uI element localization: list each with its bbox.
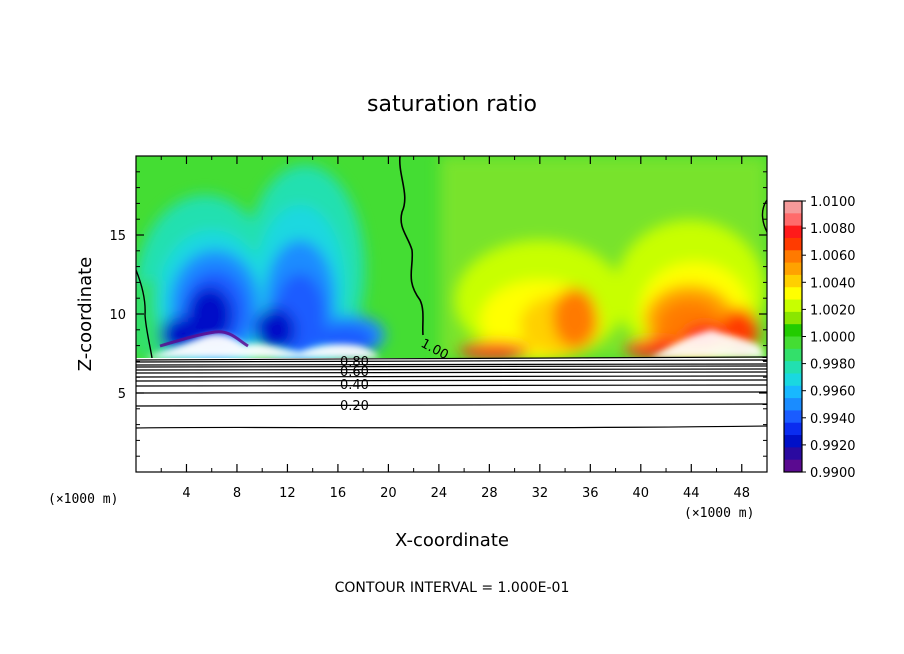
contour-label: 0.20 bbox=[340, 399, 369, 414]
dry-region bbox=[136, 165, 385, 358]
white-patches bbox=[145, 330, 765, 358]
contour-label: 0.80 bbox=[340, 355, 369, 370]
colorbar-swatch bbox=[784, 348, 802, 362]
colorbar-swatch bbox=[784, 373, 802, 387]
colorbar-swatch bbox=[784, 385, 802, 399]
colorbar-label: 1.0060 bbox=[810, 249, 856, 264]
y-axis-ticks: 5 10 15 bbox=[109, 171, 767, 457]
contour-lines bbox=[135, 356, 768, 429]
colorbar-swatch bbox=[784, 459, 802, 473]
colorbar-swatch bbox=[784, 447, 802, 461]
x-axis-ticks: 4 8 12 16 20 24 28 32 36 40 44 48 bbox=[160, 156, 750, 501]
colorbar-label: 1.0020 bbox=[810, 303, 856, 318]
colorbar bbox=[783, 200, 803, 473]
colorbar-label: 1.0040 bbox=[810, 276, 856, 291]
colorbar-swatch bbox=[784, 299, 802, 313]
x-tick-label: 36 bbox=[582, 486, 599, 501]
x-tick-label: 40 bbox=[633, 486, 650, 501]
colorbar-swatch bbox=[784, 213, 802, 227]
colorbar-label: 0.9920 bbox=[810, 439, 856, 454]
colorbar-label: 0.9900 bbox=[810, 466, 856, 481]
colorbar-label: 0.9940 bbox=[810, 412, 856, 427]
y-tick-label: 10 bbox=[109, 308, 126, 323]
contour-1-00-right bbox=[761, 199, 767, 233]
colorbar-swatch bbox=[784, 201, 802, 214]
colorbar-swatch bbox=[784, 262, 802, 276]
x-tick-label: 44 bbox=[683, 486, 700, 501]
x-tick-label: 8 bbox=[233, 486, 241, 501]
colorbar-swatch bbox=[784, 435, 802, 448]
contour-interval-note: CONTOUR INTERVAL = 1.000E-01 bbox=[335, 580, 570, 596]
colorbar-swatch bbox=[784, 361, 802, 374]
x-tick-label: 24 bbox=[431, 486, 448, 501]
moist-region bbox=[455, 220, 765, 358]
x-tick-label: 48 bbox=[733, 486, 750, 501]
heatmap-field bbox=[136, 156, 767, 358]
colorbar-label: 1.0080 bbox=[810, 222, 856, 237]
contour-1-00-left bbox=[136, 269, 153, 358]
colorbar-swatch bbox=[784, 225, 802, 239]
x-tick-label: 32 bbox=[532, 486, 549, 501]
y-tick-label: 5 bbox=[118, 387, 126, 402]
y-unit-label: (×1000 m) bbox=[48, 492, 118, 507]
x-tick-label: 20 bbox=[380, 486, 397, 501]
x-tick-label: 4 bbox=[182, 486, 190, 501]
colorbar-swatch bbox=[784, 287, 802, 301]
colorbar-label: 0.9980 bbox=[810, 358, 856, 373]
colorbar-swatch bbox=[784, 398, 802, 411]
x-tick-label: 12 bbox=[279, 486, 296, 501]
colorbar-swatch bbox=[784, 324, 802, 337]
contour-1-00-main bbox=[399, 156, 424, 336]
colorbar-swatch bbox=[784, 250, 802, 264]
colorbar-label: 1.0100 bbox=[810, 195, 856, 210]
colorbar-swatch bbox=[784, 237, 802, 251]
colorbar-swatch bbox=[784, 422, 802, 436]
colorbar-labels: 1.0100 1.0080 1.0060 1.0040 1.0020 1.0000 0.99… bbox=[802, 195, 856, 481]
x-unit-label: (×1000 m) bbox=[684, 506, 754, 521]
contour-labels: 1.00 0.80 0.60 0.40 0.20 bbox=[340, 336, 451, 414]
colorbar-swatch bbox=[784, 336, 802, 350]
y-tick-label: 15 bbox=[109, 229, 126, 244]
contour-label: 0.40 bbox=[340, 378, 369, 393]
contour-label: 0.60 bbox=[340, 365, 369, 380]
colorbar-swatch bbox=[784, 274, 802, 288]
y-axis-label: Z-coordinate bbox=[75, 257, 96, 372]
colorbar-label: 0.9960 bbox=[810, 385, 856, 400]
lower-region bbox=[136, 358, 767, 472]
x-tick-label: 28 bbox=[481, 486, 498, 501]
colorbar-swatch bbox=[784, 410, 802, 424]
colorbar-swatch bbox=[784, 311, 802, 325]
chart-title: saturation ratio bbox=[367, 92, 537, 117]
colorbar-label: 1.0000 bbox=[810, 331, 856, 346]
x-tick-label: 16 bbox=[330, 486, 347, 501]
x-axis-label: X-coordinate bbox=[395, 530, 509, 551]
